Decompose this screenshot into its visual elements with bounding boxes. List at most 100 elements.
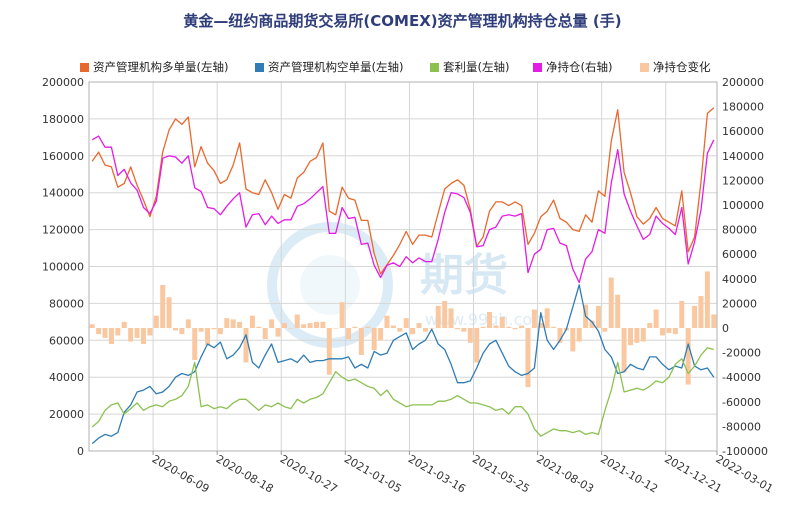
bar-net-change xyxy=(672,328,678,335)
bar-net-change xyxy=(570,328,576,352)
bar-net-change xyxy=(563,328,569,331)
bar-net-change xyxy=(538,323,544,328)
bar-net-change xyxy=(634,328,640,343)
bar-net-change xyxy=(358,328,364,356)
legend-swatch-net-change xyxy=(640,63,649,72)
bar-net-change xyxy=(179,328,185,335)
bar-net-change xyxy=(275,328,281,337)
bar-net-change xyxy=(429,328,435,329)
y-left-tick-label: 120000 xyxy=(42,224,84,237)
y-right-tick-label: 0 xyxy=(722,322,729,335)
bar-net-change xyxy=(660,328,666,336)
bar-net-change xyxy=(531,309,537,328)
bar-net-change xyxy=(422,328,428,332)
bar-net-change xyxy=(666,328,672,333)
x-tick-label: 2020-10-27 xyxy=(278,452,340,495)
bar-net-change xyxy=(576,328,582,342)
y-right-tick-label: 140000 xyxy=(722,150,764,163)
watermark: 期货 www.99qh.com xyxy=(267,222,548,348)
y-left-tick-label: 20000 xyxy=(49,408,84,421)
legend: 资产管理机构多单量(左轴) 资产管理机构空单量(左轴) 套利量(左轴) 净持仓(… xyxy=(0,59,805,75)
legend-item-long[interactable]: 资产管理机构多单量(左轴) xyxy=(80,59,228,75)
bar-net-change xyxy=(89,324,95,328)
legend-item-spread[interactable]: 套利量(左轴) xyxy=(430,59,509,75)
x-tick-label: 2022-03-01 xyxy=(714,452,776,495)
bar-net-change xyxy=(615,294,621,328)
line-long xyxy=(91,107,715,275)
bar-net-change xyxy=(205,328,211,346)
bar-net-change xyxy=(217,328,223,335)
y-right-tick-label: 200000 xyxy=(722,76,764,89)
y-right-tick-label: -100000 xyxy=(722,445,768,458)
bar-net-change xyxy=(679,300,685,328)
y-right-tick-label: -80000 xyxy=(722,420,761,433)
bar-net-change xyxy=(711,314,717,328)
bar-net-change xyxy=(166,297,172,328)
bar-net-change xyxy=(294,314,300,328)
y-right-tick-label: 160000 xyxy=(722,125,764,138)
legend-swatch-net xyxy=(533,63,542,72)
bar-net-change xyxy=(602,328,608,332)
bar-net-change xyxy=(608,277,614,328)
line-short xyxy=(91,284,715,445)
bar-net-change xyxy=(115,328,121,336)
legend-item-net-change[interactable]: 净持仓变化 xyxy=(640,59,711,75)
bar-net-change xyxy=(551,326,557,328)
bar-net-change xyxy=(685,328,691,385)
y-right-tick-label: 100000 xyxy=(722,199,764,212)
bar-net-change xyxy=(448,308,454,328)
x-tick-label: 2021-12-21 xyxy=(662,452,724,495)
bar-net-change xyxy=(506,326,512,328)
y-left-tick-label: 160000 xyxy=(42,150,84,163)
bar-net-change xyxy=(313,321,319,328)
bar-net-change xyxy=(320,321,326,328)
bar-net-change xyxy=(410,328,416,335)
bar-net-change xyxy=(339,302,345,328)
bar-net-change xyxy=(108,328,114,344)
bar-net-change xyxy=(173,328,179,331)
bar-net-change xyxy=(384,315,390,328)
legend-item-net[interactable]: 净持仓(右轴) xyxy=(533,59,612,75)
bar-net-change xyxy=(435,305,441,328)
legend-item-short[interactable]: 资产管理机构空单量(左轴) xyxy=(255,59,403,75)
legend-swatch-long xyxy=(80,63,89,72)
bar-net-change xyxy=(487,312,493,328)
y-left-tick-label: 60000 xyxy=(49,334,84,347)
bar-net-change xyxy=(499,316,505,328)
bar-net-change xyxy=(121,321,127,328)
line-spread xyxy=(91,347,714,437)
bar-net-change xyxy=(147,328,153,336)
bar-net-change xyxy=(519,325,525,328)
bar-net-change xyxy=(512,328,518,330)
chart-title: 黄金—纽约商品期货交易所(COMEX)资产管理机构持仓总量 (手) xyxy=(183,12,622,30)
bar-net-change xyxy=(365,326,371,328)
bar-net-change xyxy=(160,284,166,328)
bar-net-change xyxy=(237,321,243,328)
bar-net-change xyxy=(416,323,422,328)
bar-net-change xyxy=(326,328,332,375)
bar-net-change xyxy=(307,323,313,328)
y-right-tick-label: 180000 xyxy=(722,101,764,114)
bar-net-change xyxy=(698,296,704,328)
bar-net-change xyxy=(461,328,467,332)
bar-net-change xyxy=(692,305,698,328)
x-tick-label: 2021-08-03 xyxy=(534,452,596,495)
bar-net-change xyxy=(211,328,217,330)
y-left-tick-label: 200000 xyxy=(42,76,84,89)
bar-net-change xyxy=(583,304,589,328)
x-tick-label: 2021-10-12 xyxy=(598,452,660,495)
bar-net-change xyxy=(390,325,396,328)
bar-net-change xyxy=(525,328,531,388)
watermark-logo-core xyxy=(300,255,360,315)
legend-swatch-spread xyxy=(430,63,439,72)
y-left-tick-label: 140000 xyxy=(42,187,84,200)
bar-net-change xyxy=(262,328,268,340)
bar-net-change xyxy=(595,305,601,328)
bar-net-change xyxy=(230,319,236,328)
bar-net-change xyxy=(493,325,499,328)
y-right-tick-label: 40000 xyxy=(722,273,757,286)
y-left-tick-label: 180000 xyxy=(42,113,84,126)
bar-net-change xyxy=(185,319,191,328)
bar-net-change xyxy=(346,328,352,340)
